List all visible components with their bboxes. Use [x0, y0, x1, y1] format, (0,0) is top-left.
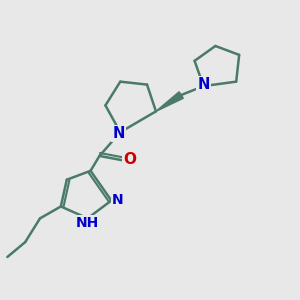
Text: N: N	[197, 77, 210, 92]
Text: NH: NH	[75, 216, 99, 230]
Text: N: N	[112, 126, 125, 141]
Polygon shape	[156, 92, 183, 111]
Text: O: O	[123, 152, 136, 167]
Text: N: N	[112, 193, 124, 207]
